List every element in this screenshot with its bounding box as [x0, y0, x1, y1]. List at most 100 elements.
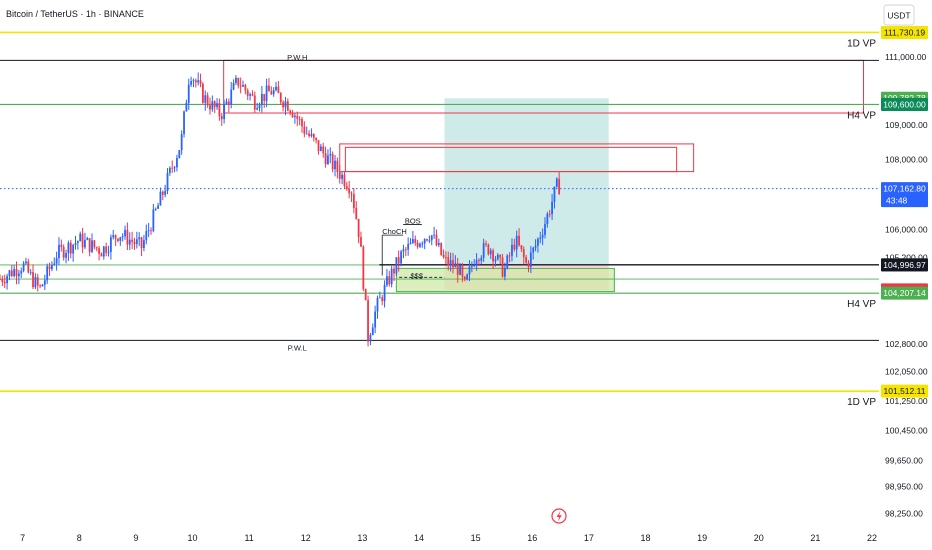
candle — [522, 246, 525, 265]
supply-zone-3[interactable] — [344, 146, 678, 173]
badge-level: 104,996.97 — [881, 258, 928, 272]
candle — [98, 245, 100, 261]
candle — [376, 295, 379, 319]
x-tick-label: 19 — [697, 533, 707, 543]
candle — [55, 251, 58, 271]
candle — [154, 207, 157, 212]
candle — [41, 283, 44, 287]
candle — [541, 228, 544, 246]
candle — [107, 245, 110, 257]
candle — [256, 102, 259, 111]
candle — [102, 245, 105, 260]
price-axis[interactable]: 111,000.00 109,000.00 108,000.00 106,000.00… — [885, 52, 928, 518]
candle — [383, 280, 386, 308]
candle — [308, 130, 310, 138]
candle — [147, 223, 150, 237]
candle — [310, 128, 313, 138]
candle — [478, 258, 480, 266]
candle — [402, 244, 405, 259]
candle — [503, 262, 506, 281]
level-name-2: 1D VP — [847, 397, 876, 408]
x-tick-label: 16 — [527, 533, 537, 543]
candle — [388, 270, 391, 287]
x-tick-label: 8 — [77, 533, 82, 543]
candle — [461, 262, 464, 283]
candle — [15, 261, 18, 285]
candle — [258, 102, 261, 112]
candle — [272, 87, 275, 97]
candle — [289, 109, 292, 116]
annotation-p-w-l: P.W.L — [288, 344, 307, 353]
candle — [291, 110, 294, 118]
candle — [374, 305, 377, 334]
lightning-icon[interactable] — [551, 508, 567, 524]
candle — [100, 252, 103, 257]
candle — [515, 230, 518, 258]
candle — [32, 264, 34, 290]
currency-button[interactable]: USDT — [883, 4, 915, 26]
candles-layer — [0, 72, 561, 347]
candle — [225, 98, 228, 105]
candle — [237, 77, 240, 89]
candle — [378, 291, 381, 299]
candle — [211, 95, 214, 112]
candle — [416, 239, 419, 249]
candle — [173, 165, 176, 173]
candle — [470, 261, 473, 273]
candle — [65, 249, 67, 264]
candle — [51, 261, 53, 272]
candle — [414, 235, 417, 246]
candle — [185, 99, 188, 112]
x-tick-label: 7 — [20, 533, 25, 543]
candle — [29, 269, 32, 276]
candle — [546, 211, 549, 228]
candle — [452, 252, 454, 274]
target-zone[interactable] — [444, 98, 609, 265]
candle — [537, 237, 539, 253]
candle — [3, 274, 6, 289]
level-name-5: H4 VP — [847, 110, 876, 121]
candle — [117, 238, 119, 243]
candle — [48, 262, 51, 276]
annotation-choch: ChoCH — [382, 227, 407, 236]
candle — [202, 82, 204, 104]
y-tick-label: 111,000.00 — [885, 52, 927, 62]
candle — [449, 252, 452, 272]
candle — [74, 235, 77, 250]
candle — [284, 96, 287, 116]
price-axis-panel[interactable] — [879, 0, 932, 550]
candle — [558, 172, 561, 195]
candle — [286, 98, 289, 112]
annotation-liqliqliq: $$$ — [411, 272, 424, 281]
candle — [124, 225, 126, 240]
candle — [72, 244, 75, 262]
candle — [312, 133, 315, 142]
y-tick-label: 108,000.00 — [885, 154, 928, 164]
candle — [499, 254, 502, 265]
y-tick-label: 101,250.00 — [885, 396, 928, 406]
candle — [371, 323, 374, 336]
candle — [529, 246, 532, 273]
candle — [8, 269, 11, 281]
candle — [76, 240, 79, 250]
candle — [164, 184, 167, 198]
candle — [331, 151, 334, 173]
candle — [475, 253, 478, 271]
candle — [145, 224, 148, 245]
candle — [13, 265, 16, 278]
candle — [239, 77, 242, 94]
svg-text:104,207.14: 104,207.14 — [883, 288, 926, 298]
time-axis[interactable]: 7 8 9 10 11 12 13 14 15 16 17 18 19 20 21 22 — [20, 533, 877, 543]
candle — [437, 238, 440, 248]
candle — [487, 243, 490, 256]
candle — [159, 187, 162, 206]
candle — [232, 79, 235, 91]
candle — [329, 147, 332, 164]
candle — [336, 157, 339, 179]
candle — [190, 76, 193, 87]
x-tick-label: 15 — [471, 533, 481, 543]
candle — [216, 98, 218, 110]
x-tick-label: 12 — [301, 533, 311, 543]
candle — [178, 149, 181, 159]
